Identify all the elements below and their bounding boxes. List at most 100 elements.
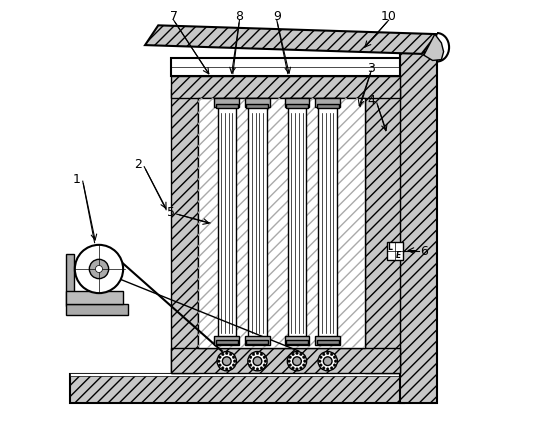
Circle shape	[249, 356, 252, 359]
Circle shape	[334, 360, 337, 363]
Circle shape	[289, 364, 292, 367]
Bar	[315, 99, 340, 107]
Circle shape	[318, 352, 337, 371]
Circle shape	[256, 352, 259, 355]
Bar	[285, 99, 309, 107]
Bar	[214, 99, 239, 107]
Circle shape	[217, 352, 236, 371]
Text: 5: 5	[167, 206, 175, 219]
Circle shape	[296, 368, 299, 371]
Bar	[245, 99, 270, 107]
Polygon shape	[145, 26, 437, 55]
Circle shape	[232, 356, 235, 359]
Bar	[317, 105, 339, 109]
Circle shape	[248, 360, 251, 363]
Circle shape	[252, 367, 255, 370]
Bar	[198, 99, 364, 349]
Circle shape	[233, 360, 236, 363]
Circle shape	[75, 245, 123, 293]
Circle shape	[319, 364, 322, 367]
Circle shape	[229, 367, 232, 370]
Circle shape	[330, 353, 333, 356]
Circle shape	[248, 352, 267, 371]
Bar	[70, 373, 404, 376]
Bar	[288, 105, 306, 342]
Bar	[286, 105, 308, 109]
Text: 6: 6	[420, 244, 428, 258]
Circle shape	[219, 356, 221, 359]
Text: E: E	[396, 251, 401, 259]
Circle shape	[300, 367, 302, 370]
Bar	[248, 105, 267, 342]
Circle shape	[287, 352, 307, 371]
Circle shape	[303, 360, 306, 363]
Circle shape	[302, 364, 305, 367]
Bar	[285, 336, 309, 345]
Text: 4: 4	[367, 94, 375, 107]
Bar	[286, 340, 308, 344]
Circle shape	[263, 356, 266, 359]
Circle shape	[318, 360, 321, 363]
Circle shape	[300, 353, 302, 356]
Bar	[172, 349, 400, 373]
Text: 2: 2	[135, 158, 143, 171]
Bar	[245, 336, 270, 345]
Bar	[214, 336, 239, 345]
Text: 7: 7	[169, 10, 177, 23]
Text: 9: 9	[273, 10, 281, 23]
Circle shape	[263, 364, 266, 367]
Circle shape	[219, 364, 221, 367]
Circle shape	[229, 353, 232, 356]
Circle shape	[323, 357, 332, 366]
Circle shape	[326, 352, 329, 355]
Circle shape	[323, 353, 325, 356]
Bar	[247, 105, 269, 109]
Bar	[172, 77, 400, 99]
Bar	[172, 90, 198, 373]
Circle shape	[232, 364, 235, 367]
Circle shape	[226, 368, 228, 371]
Bar	[318, 105, 337, 342]
Text: L: L	[388, 243, 392, 251]
Circle shape	[260, 367, 263, 370]
Bar	[364, 90, 400, 373]
Circle shape	[264, 360, 267, 363]
Bar	[66, 254, 74, 307]
Circle shape	[293, 357, 301, 366]
Circle shape	[326, 368, 329, 371]
Circle shape	[323, 367, 325, 370]
Circle shape	[90, 260, 109, 279]
Circle shape	[302, 356, 305, 359]
Circle shape	[95, 266, 102, 273]
Circle shape	[252, 353, 255, 356]
Circle shape	[333, 364, 336, 367]
Text: 3: 3	[367, 61, 375, 74]
Bar	[66, 304, 128, 315]
Bar	[66, 291, 123, 304]
Circle shape	[292, 367, 294, 370]
Circle shape	[333, 356, 336, 359]
Text: 1: 1	[73, 173, 81, 186]
Circle shape	[222, 357, 231, 366]
Circle shape	[292, 353, 294, 356]
Circle shape	[256, 368, 259, 371]
Circle shape	[260, 353, 263, 356]
Bar	[198, 99, 364, 349]
Circle shape	[226, 352, 228, 355]
Bar	[247, 340, 269, 344]
Bar	[317, 340, 339, 344]
Circle shape	[253, 357, 262, 366]
Circle shape	[319, 356, 322, 359]
Text: 8: 8	[235, 10, 243, 23]
Bar	[386, 242, 403, 261]
Bar	[172, 59, 400, 77]
Bar	[70, 374, 404, 403]
Bar	[400, 53, 437, 403]
Bar	[218, 105, 236, 342]
Bar	[315, 336, 340, 345]
Circle shape	[289, 356, 292, 359]
Circle shape	[221, 367, 224, 370]
Circle shape	[249, 364, 252, 367]
Circle shape	[296, 352, 299, 355]
Text: 10: 10	[381, 10, 397, 23]
